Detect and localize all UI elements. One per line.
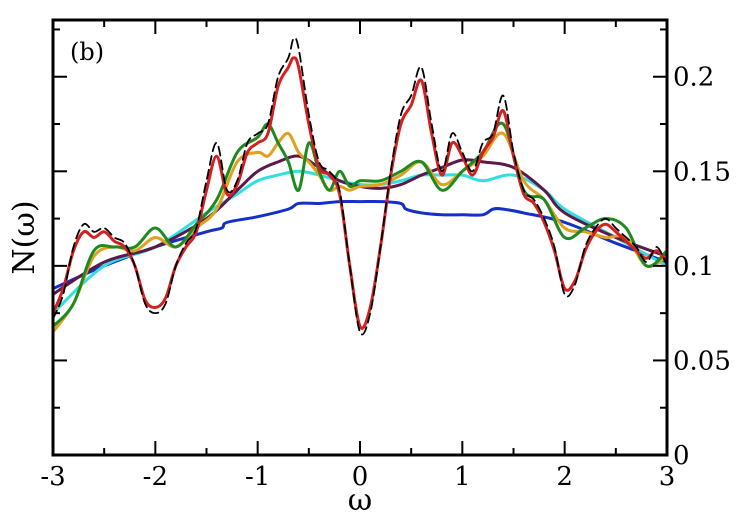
x-axis-title: ω — [348, 483, 372, 518]
y-tick-label: 0.05 — [673, 346, 731, 376]
series-line-6 — [51, 199, 669, 291]
y-tick-label: 0 — [673, 441, 690, 471]
x-tick-label: -3 — [40, 462, 65, 492]
y-tick-label: 0.15 — [673, 157, 731, 187]
series-line-1 — [51, 56, 669, 330]
x-tick-label: 1 — [454, 462, 471, 492]
series-line-4 — [51, 154, 669, 296]
x-tick-label: -2 — [143, 462, 168, 492]
x-tick-label: -1 — [245, 462, 270, 492]
series-line-0 — [52, 36, 668, 336]
y-axis-title: N(ω) — [7, 200, 42, 274]
x-tick-label: 2 — [556, 462, 573, 492]
x-tick-label: 0 — [352, 462, 369, 492]
y-tick-label: 0.1 — [673, 252, 714, 282]
series-lines — [51, 36, 669, 336]
panel-label: (b) — [70, 38, 104, 66]
x-tick-label: 3 — [659, 462, 676, 492]
y-tick-label: 0.2 — [673, 63, 714, 93]
axis-ticks: -3 -2 -1 0 1 2 300.050.10.150.2 — [40, 20, 731, 492]
